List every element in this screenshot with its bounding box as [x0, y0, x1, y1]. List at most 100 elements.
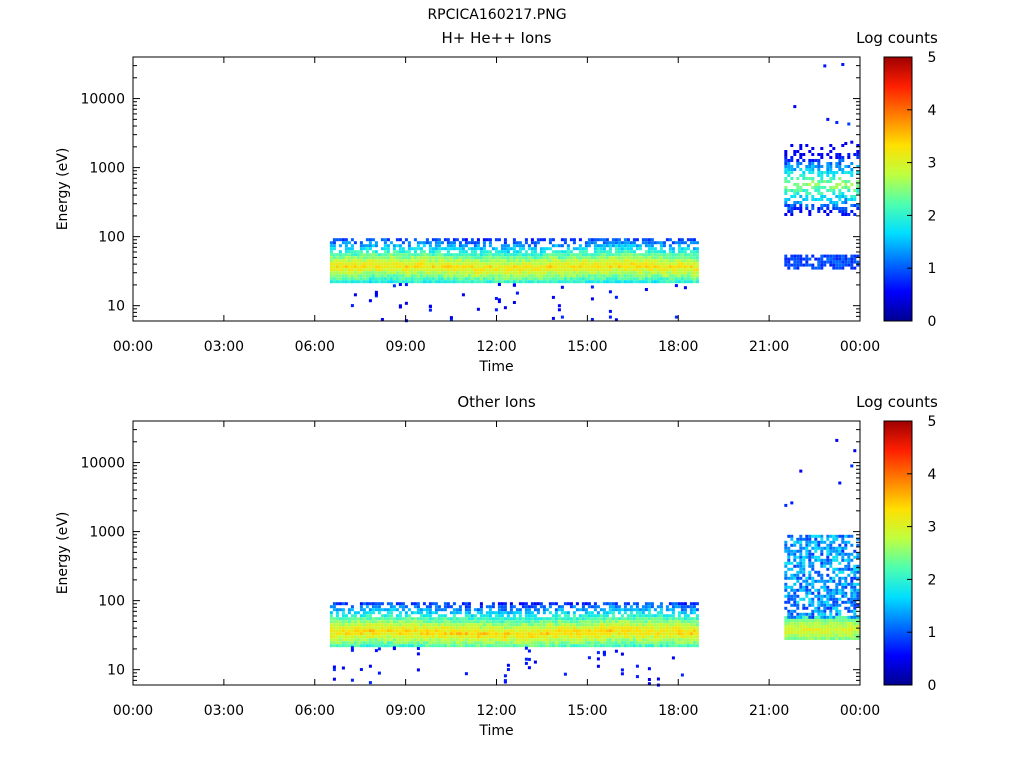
data-cell [623, 641, 627, 645]
data-cell [506, 274, 510, 278]
data-cell [680, 602, 684, 606]
data-cell [512, 617, 516, 621]
data-cell [799, 263, 803, 267]
data-cell [590, 318, 594, 321]
data-cell [692, 268, 696, 272]
data-cell [784, 165, 788, 168]
data-cell [434, 262, 438, 266]
data-cell [464, 277, 468, 281]
data-cell [677, 247, 681, 251]
data-cell [518, 241, 522, 245]
data-cell [491, 253, 495, 257]
data-cell [554, 244, 558, 248]
data-cell [488, 605, 492, 609]
data-cell [584, 602, 588, 606]
data-cell [539, 641, 543, 645]
data-cell [428, 250, 432, 254]
data-cell [374, 649, 378, 653]
data-cell [434, 271, 438, 275]
data-cell [551, 244, 555, 248]
data-cell [428, 611, 432, 615]
data-cell [802, 588, 806, 592]
data-cell [674, 284, 678, 288]
data-cell [350, 678, 354, 682]
data-cell [689, 262, 693, 266]
data-cell [671, 626, 675, 630]
data-cell [350, 262, 354, 266]
data-cell [626, 638, 630, 642]
data-cell [470, 641, 474, 645]
data-cell [518, 632, 522, 636]
data-cell [614, 602, 618, 606]
data-cell [404, 274, 408, 278]
data-cell [392, 274, 396, 278]
data-cell [787, 174, 791, 177]
data-cell [491, 280, 495, 284]
data-cell [419, 271, 423, 275]
data-cell [422, 262, 426, 266]
data-cell [413, 623, 417, 627]
data-cell [431, 611, 435, 615]
data-cell [386, 638, 390, 642]
data-cell [371, 244, 375, 248]
data-cell [437, 608, 441, 612]
data-cell [605, 614, 609, 618]
data-cell [539, 626, 543, 630]
data-cell [533, 265, 537, 269]
data-cell [359, 241, 363, 245]
data-cell [350, 638, 354, 642]
data-cell [638, 632, 642, 636]
data-cell [359, 277, 363, 281]
data-cell [503, 644, 507, 648]
data-cell [808, 637, 812, 640]
data-cell [419, 644, 423, 648]
data-cell [599, 617, 603, 621]
data-cell [787, 594, 791, 598]
data-cell [638, 274, 642, 278]
data-cell [356, 250, 360, 254]
data-cell [850, 464, 854, 468]
data-cell [554, 620, 558, 624]
data-cell [835, 183, 839, 186]
data-cell [638, 253, 642, 257]
data-cell [850, 591, 854, 595]
data-cell [350, 620, 354, 624]
data-cell [491, 632, 495, 636]
data-cell [784, 634, 788, 637]
data-cell [614, 620, 618, 624]
data-cell [527, 638, 531, 642]
data-cell [683, 611, 687, 615]
data-cell [458, 259, 462, 263]
data-cell [796, 628, 800, 631]
data-cell [614, 629, 618, 633]
data-cell [542, 247, 546, 251]
data-cell [473, 641, 477, 645]
data-cell [826, 534, 830, 538]
data-cell [485, 614, 489, 618]
data-cell [614, 241, 618, 245]
data-cell [362, 259, 366, 263]
data-cell [386, 265, 390, 269]
data-cell [419, 620, 423, 624]
data-cell [566, 259, 570, 263]
data-cell [817, 609, 821, 613]
data-cell [650, 250, 654, 254]
data-cell [799, 567, 803, 571]
data-cell [512, 256, 516, 260]
data-cell [386, 632, 390, 636]
data-cell [374, 244, 378, 248]
data-cell [410, 623, 414, 627]
data-cell [500, 623, 504, 627]
data-cell [383, 238, 387, 242]
data-cell [494, 644, 498, 648]
data-cell [823, 585, 827, 589]
data-cell [359, 638, 363, 642]
data-cell [796, 555, 800, 559]
data-cell [395, 256, 399, 260]
data-cell [802, 159, 806, 162]
data-cell [832, 606, 836, 610]
data-cell [808, 591, 812, 595]
data-cell [817, 180, 821, 183]
data-cell [611, 626, 615, 630]
data-cell [473, 626, 477, 630]
